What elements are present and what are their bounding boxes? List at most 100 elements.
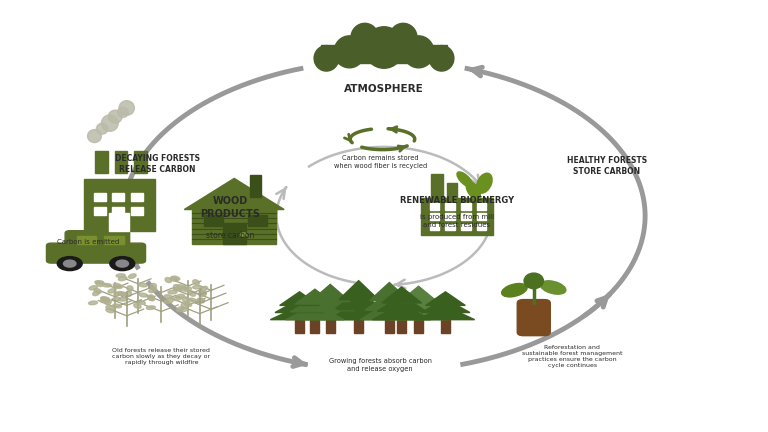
Bar [421,198,493,235]
Ellipse shape [165,277,171,283]
Text: Growing forests absorb carbon
and release oxygen: Growing forests absorb carbon and releas… [329,358,432,372]
Circle shape [116,260,128,267]
Ellipse shape [187,298,197,302]
Ellipse shape [137,301,145,305]
Ellipse shape [351,23,379,52]
Bar [95,151,108,173]
Ellipse shape [138,283,147,287]
Ellipse shape [502,283,527,297]
Ellipse shape [179,308,187,312]
Ellipse shape [177,285,185,289]
Ellipse shape [101,115,118,131]
Ellipse shape [116,274,125,277]
Ellipse shape [108,110,122,123]
Bar [431,174,442,198]
Ellipse shape [114,292,122,295]
Bar [204,215,223,226]
Bar [112,207,124,215]
Bar [104,235,124,244]
Bar [109,213,129,232]
Bar [134,151,147,173]
Bar [84,179,154,232]
Bar [223,223,246,244]
Ellipse shape [524,273,544,289]
Ellipse shape [189,291,196,296]
Ellipse shape [199,291,207,295]
Bar [445,224,455,230]
Polygon shape [301,302,359,320]
Ellipse shape [106,306,114,310]
Bar [321,45,447,63]
Bar [476,213,486,220]
Circle shape [240,233,247,236]
Polygon shape [399,286,439,302]
Ellipse shape [105,300,111,305]
Ellipse shape [113,285,122,289]
Polygon shape [394,295,443,311]
Bar [131,193,143,201]
Ellipse shape [117,292,126,295]
Ellipse shape [96,282,103,286]
Ellipse shape [173,287,182,291]
Bar [94,207,105,215]
Text: is produced from mill
and forest residues: is produced from mill and forest residue… [420,214,494,228]
Text: RENEWABLE BIOENERGY: RENEWABLE BIOENERGY [400,197,514,205]
Ellipse shape [173,297,181,300]
Bar [295,320,304,333]
Ellipse shape [389,23,417,52]
Bar [476,224,486,230]
Ellipse shape [113,304,121,308]
Bar [397,320,406,333]
Ellipse shape [184,287,191,292]
Polygon shape [275,299,324,313]
Ellipse shape [193,286,202,289]
Ellipse shape [108,289,116,293]
Ellipse shape [114,283,121,288]
Ellipse shape [147,306,155,309]
Bar [414,320,423,333]
Ellipse shape [151,283,157,289]
Ellipse shape [200,286,207,291]
Bar [77,235,96,244]
Text: HEALTHY FORESTS
STORE CARBON: HEALTHY FORESTS STORE CARBON [567,156,647,176]
Bar [131,207,143,215]
Bar [115,151,127,173]
Ellipse shape [177,307,184,311]
Ellipse shape [127,286,133,291]
Bar [354,320,363,333]
Ellipse shape [181,303,187,308]
Ellipse shape [125,292,131,297]
Bar [429,213,439,220]
Polygon shape [184,178,284,210]
Polygon shape [290,297,339,312]
Ellipse shape [134,304,141,308]
Ellipse shape [148,296,154,301]
FancyBboxPatch shape [65,231,130,248]
Ellipse shape [314,46,339,71]
Polygon shape [382,287,422,303]
Ellipse shape [477,173,492,193]
Bar [248,215,267,226]
Bar [94,193,105,201]
Polygon shape [295,289,335,304]
Ellipse shape [193,280,200,285]
Polygon shape [339,281,379,300]
Ellipse shape [94,289,101,293]
Ellipse shape [184,302,192,306]
Ellipse shape [171,276,180,280]
Text: DECAYING FORESTS
RELEASE CARBON: DECAYING FORESTS RELEASE CARBON [115,154,200,174]
Ellipse shape [119,101,134,115]
Polygon shape [286,305,344,320]
Ellipse shape [149,288,157,292]
Ellipse shape [541,281,566,294]
Ellipse shape [364,27,404,68]
Ellipse shape [88,301,98,305]
Polygon shape [310,284,350,302]
Bar [192,209,276,244]
Ellipse shape [182,297,188,302]
Ellipse shape [118,298,127,301]
Text: Reforestation and
sustainable forest management
practices ensure the carbon
cycl: Reforestation and sustainable forest man… [522,345,622,368]
Text: Carbon is emitted: Carbon is emitted [57,239,120,245]
Circle shape [64,260,76,267]
Polygon shape [360,302,419,320]
